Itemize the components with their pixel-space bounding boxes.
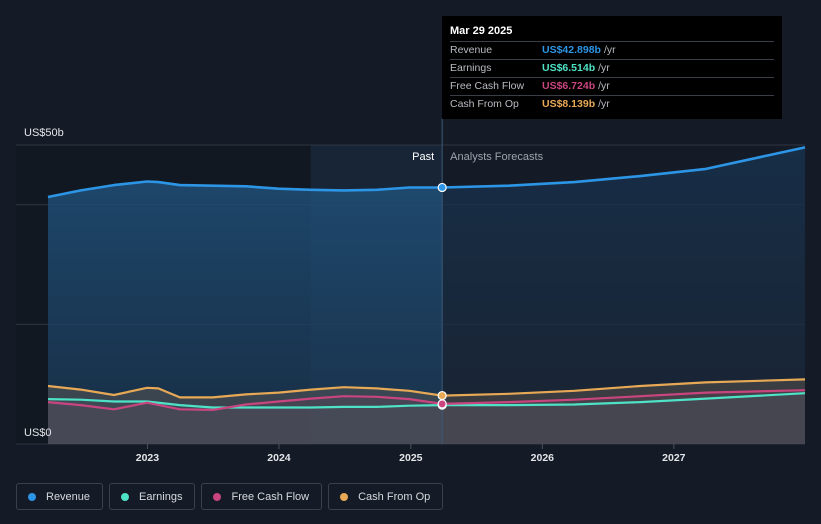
legend-item-revenue[interactable]: Revenue <box>16 483 104 510</box>
tooltip-unit: /yr <box>598 98 610 110</box>
tooltip-label: Earnings <box>450 62 492 74</box>
legend-item-earnings[interactable]: Earnings <box>109 483 196 510</box>
legend-label: Free Cash Flow <box>231 490 310 503</box>
revenue-line <box>47 146 806 199</box>
x-tick-label: 2026 <box>531 452 555 464</box>
x-tick-label: 2027 <box>662 452 686 464</box>
tooltip-unit: /yr <box>598 62 610 74</box>
tooltip-value: US$6.724b <box>542 80 596 92</box>
x-tick-label: 2025 <box>399 452 423 464</box>
tooltip-value: US$8.139b <box>542 98 596 110</box>
hover-tooltip: Mar 29 2025 Revenue US$42.898b /yr Earni… <box>442 16 782 119</box>
tooltip-row-free-cash-flow: Free Cash Flow US$6.724b /yr <box>450 77 774 95</box>
legend-item-free-cash-flow[interactable]: Free Cash Flow <box>201 483 323 510</box>
cash-from-op-marker <box>437 390 447 401</box>
legend-item-cash-from-op[interactable]: Cash From Op <box>328 483 444 510</box>
tooltip-row-cash-from-op: Cash From Op US$8.139b /yr <box>450 95 774 113</box>
tooltip-row-earnings: Earnings US$6.514b /yr <box>450 59 774 77</box>
earnings-area <box>48 393 805 444</box>
tooltip-date: Mar 29 2025 <box>450 25 513 37</box>
revenue-area-forecast <box>442 147 805 444</box>
legend-label: Earnings <box>139 490 183 503</box>
tooltip-label: Cash From Op <box>450 98 519 110</box>
legend-label: Cash From Op <box>358 490 431 503</box>
earnings-dot-icon <box>121 492 130 501</box>
past-label: Past <box>412 151 434 163</box>
x-tick-label: 2023 <box>136 452 160 464</box>
tooltip-label: Free Cash Flow <box>450 80 525 92</box>
tooltip-unit: /yr <box>598 80 610 92</box>
free-cash-flow-dot-icon <box>213 492 222 501</box>
revenue-dot-icon <box>28 492 36 501</box>
tooltip-value: US$42.898b <box>542 44 601 56</box>
revenue-area-past <box>48 181 443 444</box>
legend: Revenue Earnings Free Cash Flow Cash Fro… <box>16 483 449 510</box>
revenue-marker <box>437 182 447 193</box>
y-axis-bottom-label: US$0 <box>24 427 52 439</box>
free-cash-flow-line <box>47 389 806 411</box>
tooltip-unit: /yr <box>603 44 616 56</box>
y-axis-top-label: US$50b <box>24 127 64 139</box>
earnings-line <box>47 392 806 409</box>
legend-label: Revenue <box>46 490 91 503</box>
x-tick-label: 2024 <box>267 452 291 464</box>
tooltip-row-revenue: Revenue US$42.898b /yr <box>450 41 774 59</box>
forecast-label: Analysts Forecasts <box>450 151 543 163</box>
free-cash-flow-marker <box>437 399 447 409</box>
cash-from-op-line <box>47 378 806 399</box>
tooltip-label: Revenue <box>450 44 493 56</box>
tooltip-value: US$6.514b <box>542 62 596 74</box>
cash-from-op-dot-icon <box>340 492 349 501</box>
